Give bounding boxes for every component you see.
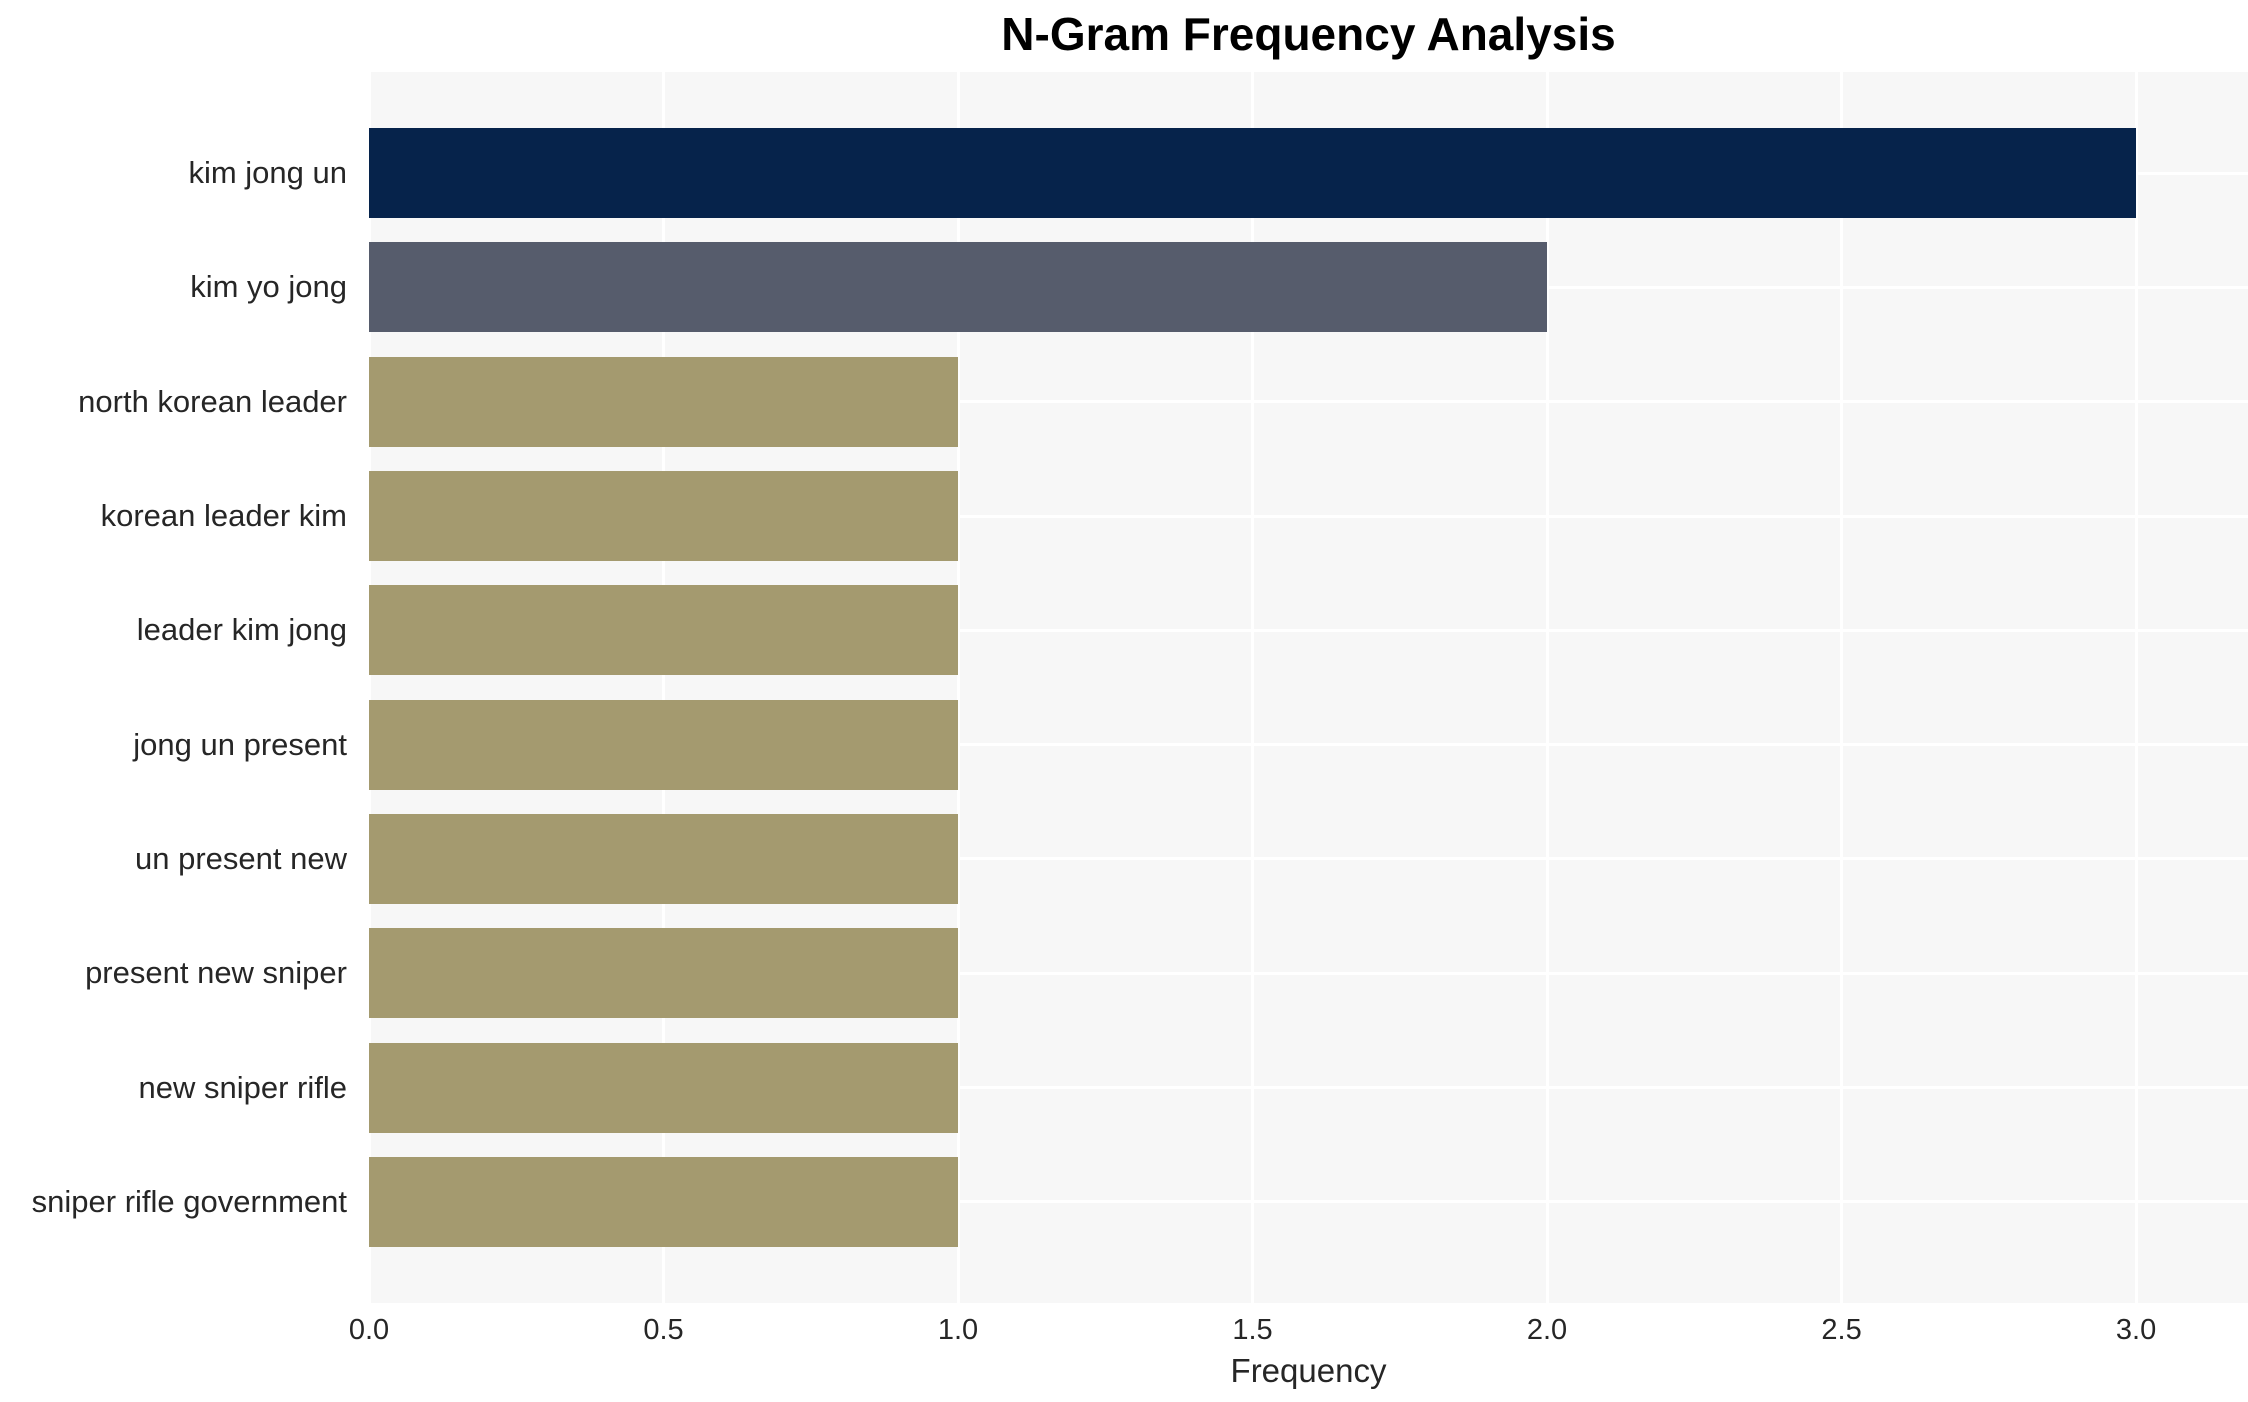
horizontal-gridline xyxy=(369,514,2248,518)
x-tick-label: 1.0 xyxy=(937,1314,979,1346)
vertical-gridline-0.0 xyxy=(367,72,371,1303)
chart-title: N-Gram Frequency Analysis xyxy=(1001,8,1616,60)
horizontal-gridline xyxy=(369,400,2248,404)
bar-un-present-new xyxy=(369,813,959,904)
vertical-gridline-2.0 xyxy=(1545,72,1549,1303)
horizontal-gridline xyxy=(369,743,2248,747)
x-tick-label: 1.5 xyxy=(1232,1314,1273,1346)
horizontal-gridline xyxy=(369,1086,2248,1090)
vertical-gridline-2.5 xyxy=(1840,72,1844,1303)
x-tick-label: 2.0 xyxy=(1526,1314,1568,1346)
bar-north-korean-leader xyxy=(369,356,959,447)
bar-leader-kim-jong xyxy=(369,585,959,676)
bar-kim-yo-jong xyxy=(369,242,1548,333)
horizontal-gridline xyxy=(369,628,2248,632)
vertical-gridline-1.0 xyxy=(956,72,960,1303)
x-axis-title: Frequency xyxy=(1230,1352,1387,1389)
category-label: kim yo jong xyxy=(190,269,347,305)
horizontal-gridline xyxy=(369,971,2248,975)
category-label: leader kim jong xyxy=(136,612,347,648)
category-label: un present new xyxy=(135,840,347,876)
vertical-gridline-3.0 xyxy=(2134,72,2138,1303)
x-tick-label: 3.0 xyxy=(2115,1314,2157,1346)
category-label: jong un present xyxy=(133,726,347,762)
x-tick-label: 2.5 xyxy=(1821,1314,1862,1346)
vertical-gridline-0.5 xyxy=(662,72,665,1303)
bar-jong-un-present xyxy=(369,699,959,790)
category-label: north korean leader xyxy=(78,383,347,419)
plot-area xyxy=(367,72,2248,1303)
x-tick-label: 0.0 xyxy=(348,1314,390,1346)
category-label: korean leader kim xyxy=(100,498,347,534)
bar-present-new-sniper xyxy=(369,928,959,1019)
category-label: kim jong un xyxy=(188,155,347,191)
horizontal-gridline xyxy=(369,1200,2248,1204)
horizontal-gridline xyxy=(369,857,2248,861)
bar-sniper-rifle-government xyxy=(369,1156,959,1247)
bar-korean-leader-kim xyxy=(369,471,959,562)
x-tick-label: 0.5 xyxy=(643,1314,684,1346)
category-label: sniper rifle government xyxy=(31,1183,347,1219)
bar-kim-jong-un xyxy=(369,128,2137,219)
vertical-gridline-1.5 xyxy=(1251,72,1255,1303)
category-label: present new sniper xyxy=(85,955,347,991)
bar-new-sniper-rifle xyxy=(369,1042,959,1133)
category-label: new sniper rifle xyxy=(138,1069,347,1105)
